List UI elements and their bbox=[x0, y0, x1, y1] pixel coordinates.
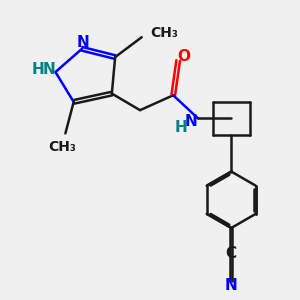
Text: N: N bbox=[225, 278, 238, 292]
Text: C: C bbox=[225, 246, 236, 261]
Text: H: H bbox=[175, 120, 187, 135]
Text: CH₃: CH₃ bbox=[48, 140, 76, 154]
Text: O: O bbox=[178, 49, 191, 64]
Text: H: H bbox=[32, 62, 45, 77]
Text: N: N bbox=[43, 62, 56, 77]
Text: CH₃: CH₃ bbox=[150, 26, 178, 40]
Text: N: N bbox=[185, 114, 198, 129]
Text: N: N bbox=[76, 35, 89, 50]
